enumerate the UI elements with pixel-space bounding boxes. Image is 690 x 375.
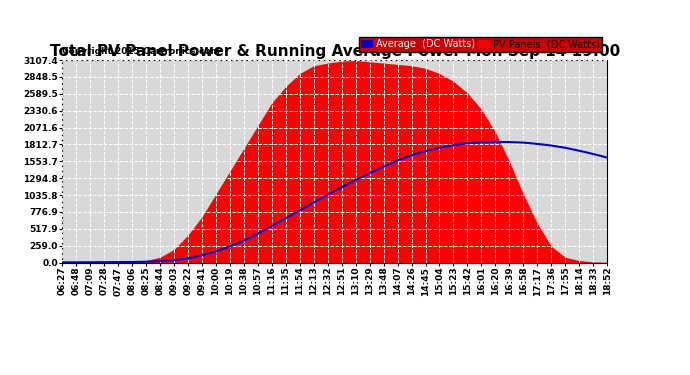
Title: Total PV Panel Power & Running Average Power Mon Sep 14 19:00: Total PV Panel Power & Running Average P… (50, 44, 620, 59)
Text: Copyright 2015 Cartronics.com: Copyright 2015 Cartronics.com (62, 47, 220, 56)
Legend: Average  (DC Watts), PV Panels  (DC Watts): Average (DC Watts), PV Panels (DC Watts) (359, 36, 602, 52)
